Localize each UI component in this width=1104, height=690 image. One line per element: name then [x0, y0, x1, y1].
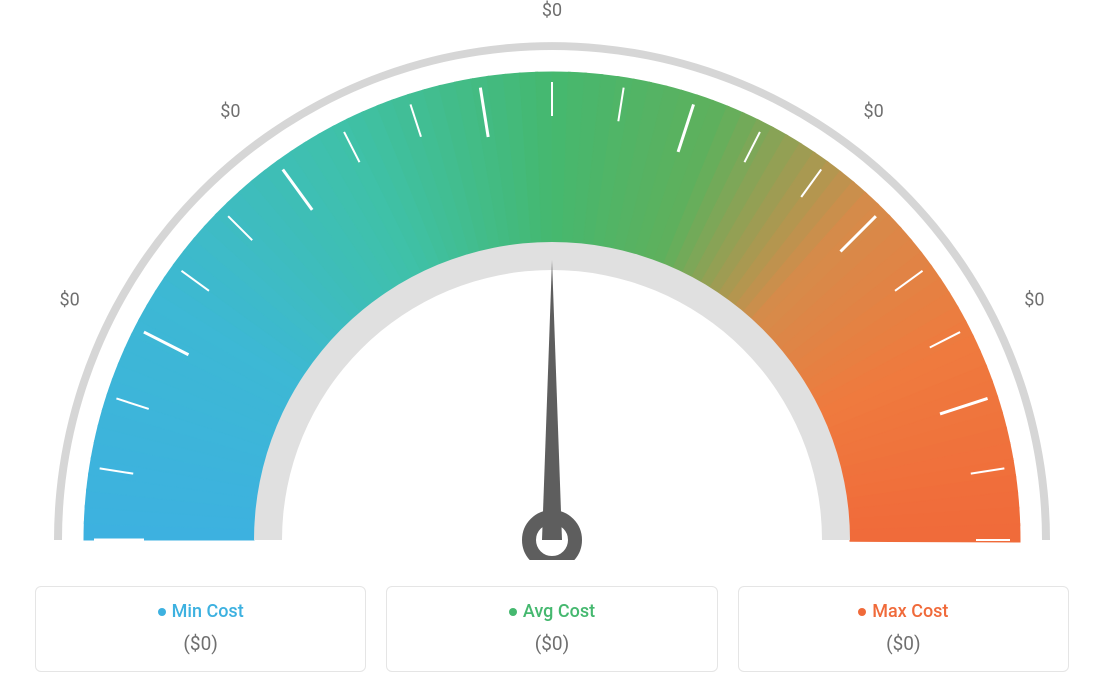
legend-label-max: Max Cost — [749, 601, 1058, 622]
legend-text-avg: Avg Cost — [523, 601, 595, 622]
svg-text:$0: $0 — [1024, 289, 1044, 310]
legend-card-max: Max Cost ($0) — [738, 586, 1069, 672]
legend-dot-min — [158, 608, 166, 616]
legend-card-avg: Avg Cost ($0) — [386, 586, 717, 672]
legend-value-min: ($0) — [46, 632, 355, 655]
svg-text:$0: $0 — [60, 289, 80, 310]
legend-label-min: Min Cost — [46, 601, 355, 622]
legend-card-min: Min Cost ($0) — [35, 586, 366, 672]
gauge-svg: $0$0$0$0$0$0$0 — [32, 0, 1072, 560]
legend-value-max: ($0) — [749, 632, 1058, 655]
legend-row: Min Cost ($0) Avg Cost ($0) Max Cost ($0… — [35, 586, 1069, 672]
svg-text:$0: $0 — [220, 101, 240, 122]
gauge-chart: $0$0$0$0$0$0$0 — [32, 0, 1072, 560]
cost-gauge-container: $0$0$0$0$0$0$0 Min Cost ($0) Avg Cost ($… — [0, 0, 1104, 690]
legend-value-avg: ($0) — [397, 632, 706, 655]
svg-text:$0: $0 — [542, 0, 562, 21]
legend-dot-max — [858, 608, 866, 616]
svg-text:$0: $0 — [864, 101, 884, 122]
legend-label-avg: Avg Cost — [397, 601, 706, 622]
legend-text-max: Max Cost — [872, 601, 948, 622]
legend-text-min: Min Cost — [172, 601, 244, 622]
legend-dot-avg — [509, 608, 517, 616]
